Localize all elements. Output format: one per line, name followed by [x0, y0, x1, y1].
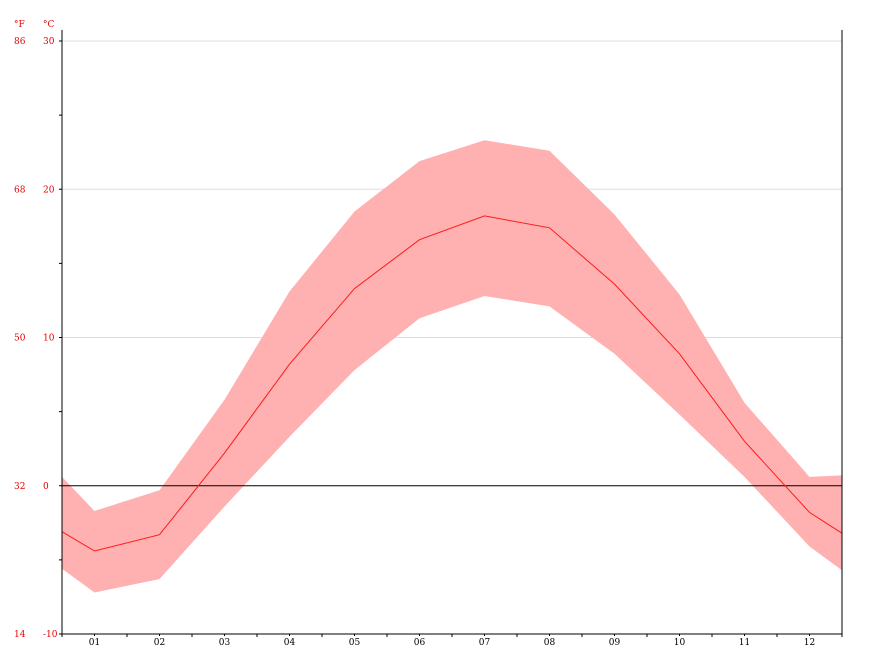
y-tick-label-celsius: 20	[43, 185, 55, 195]
x-tick-label-month: 11	[739, 638, 750, 648]
y-tick-label-fahrenheit: 86	[14, 37, 26, 47]
x-tick-label-month: 12	[804, 638, 815, 648]
temperature-range-band	[62, 140, 842, 593]
y-tick-label-fahrenheit: 68	[14, 185, 26, 195]
y-tick-label-fahrenheit: 14	[14, 630, 26, 640]
y-tick-label-celsius: 10	[43, 334, 55, 344]
mean-temperature-polyline	[61, 215, 843, 552]
mean-temperature-line	[61, 215, 843, 552]
x-tick-label-month: 10	[674, 638, 686, 648]
x-tick-label-month: 05	[349, 638, 361, 648]
x-tick-label-month: 09	[609, 638, 621, 648]
x-tick-label-month: 08	[544, 638, 556, 648]
x-tick-label-month: 04	[284, 638, 296, 648]
y-tick-label-fahrenheit: 50	[14, 334, 26, 344]
celsius-unit-label: °C	[43, 20, 55, 30]
x-tick-label-month: 07	[479, 638, 491, 648]
x-tick-labels: 01 02 03 04 05 06 07 08 09 10 11 12	[89, 638, 815, 648]
y-tick-label-celsius: -10	[43, 630, 58, 640]
x-tick-label-month: 01	[89, 638, 100, 648]
axes	[59, 30, 843, 637]
x-tick-label-month: 06	[414, 638, 426, 648]
x-tick-label-month: 02	[154, 638, 165, 648]
y-tick-label-celsius: 0	[43, 482, 49, 492]
min-max-range-area	[62, 140, 842, 593]
y-tick-label-fahrenheit: 32	[14, 482, 25, 492]
y-tick-label-celsius: 30	[43, 37, 55, 47]
y-tick-labels: 86 30 68 20 50 10 32 0 14 -10	[14, 37, 58, 640]
x-tick-label-month: 03	[219, 638, 231, 648]
fahrenheit-unit-label: °F	[14, 20, 25, 30]
